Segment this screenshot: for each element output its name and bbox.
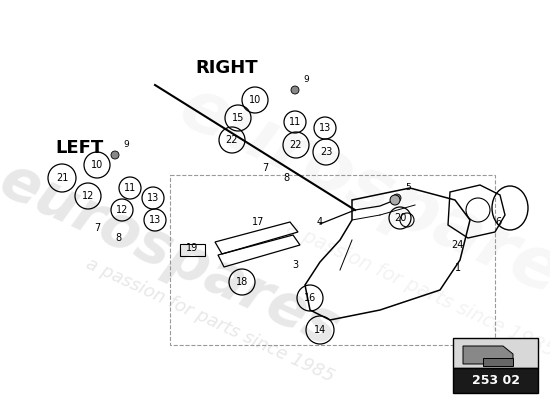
Text: 14: 14	[314, 325, 326, 335]
Circle shape	[390, 195, 400, 205]
Text: 23: 23	[320, 147, 332, 157]
Circle shape	[393, 194, 401, 202]
Text: 4: 4	[317, 217, 323, 227]
Polygon shape	[483, 358, 513, 366]
Text: RIGHT: RIGHT	[195, 59, 257, 77]
Text: 10: 10	[249, 95, 261, 105]
Bar	[170, 175, 495, 345]
Circle shape	[291, 86, 299, 94]
Text: 15: 15	[232, 113, 244, 123]
Text: 8: 8	[115, 233, 121, 243]
Text: 22: 22	[226, 135, 238, 145]
Text: 9: 9	[123, 140, 129, 149]
Text: 8: 8	[283, 173, 289, 183]
Text: 20: 20	[394, 213, 406, 223]
Text: 17: 17	[252, 217, 264, 227]
Text: 253 02: 253 02	[471, 374, 520, 387]
Text: LEFT: LEFT	[55, 139, 103, 157]
Bar	[453, 368, 538, 393]
Text: a passion for parts since 1985: a passion for parts since 1985	[83, 254, 337, 386]
Text: 11: 11	[289, 117, 301, 127]
Text: 13: 13	[319, 123, 331, 133]
Text: 13: 13	[147, 193, 159, 203]
Bar	[453, 338, 538, 368]
Text: 10: 10	[91, 160, 103, 170]
Text: 6: 6	[495, 217, 501, 227]
Text: 11: 11	[124, 183, 136, 193]
Text: 16: 16	[304, 293, 316, 303]
Text: 19: 19	[186, 243, 198, 253]
Text: 13: 13	[149, 215, 161, 225]
Text: 5: 5	[405, 183, 411, 192]
Circle shape	[111, 151, 119, 159]
Text: 1: 1	[455, 263, 461, 273]
Text: 9: 9	[303, 75, 309, 84]
Text: 12: 12	[82, 191, 94, 201]
Text: 7: 7	[262, 163, 268, 173]
Text: 18: 18	[236, 277, 248, 287]
Text: 22: 22	[290, 140, 303, 150]
Text: eurospares: eurospares	[0, 151, 349, 359]
Text: a passion for parts since 1985: a passion for parts since 1985	[283, 219, 550, 361]
Text: 24: 24	[451, 240, 463, 250]
Text: 21: 21	[56, 173, 68, 183]
Text: eurospares: eurospares	[168, 72, 550, 328]
Text: 3: 3	[292, 260, 298, 270]
Text: 12: 12	[116, 205, 128, 215]
Polygon shape	[463, 346, 513, 364]
Text: 7: 7	[94, 223, 100, 233]
